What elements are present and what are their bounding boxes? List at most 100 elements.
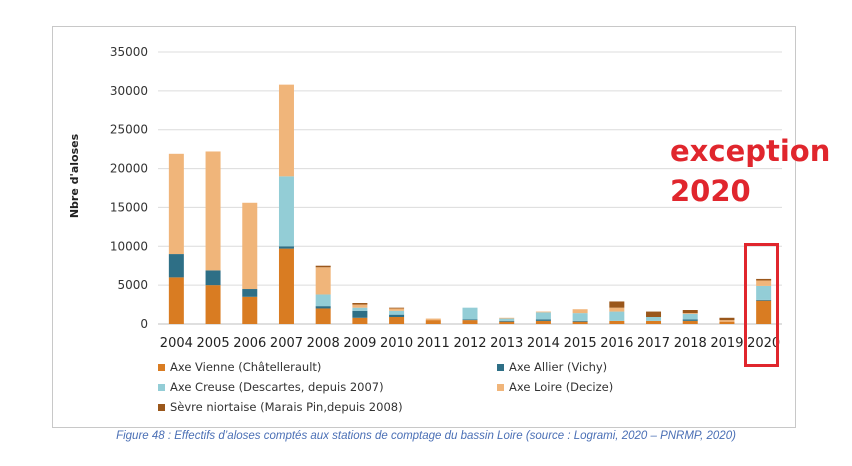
legend-item: Axe Vienne (Châtellerault) xyxy=(158,360,321,374)
bar-segment xyxy=(499,321,515,324)
legend-swatch xyxy=(497,383,504,391)
figure-caption: Figure 48 : Effectifs d’aloses comptés a… xyxy=(116,430,736,442)
bar-segment xyxy=(535,320,551,324)
legend-swatch xyxy=(158,403,165,411)
bar-segment xyxy=(389,308,405,311)
bar-segment xyxy=(499,320,515,322)
legend-swatch xyxy=(158,383,165,391)
bar-segment xyxy=(609,311,625,321)
bar-segment xyxy=(352,307,368,311)
bar-segment xyxy=(572,321,588,324)
x-tick-label: 2018 xyxy=(674,336,707,351)
bar-segment xyxy=(168,254,184,278)
legend-swatch xyxy=(497,363,504,371)
bar-segment xyxy=(646,320,662,324)
x-tick-label: 2006 xyxy=(233,336,266,351)
bar-segment xyxy=(682,320,698,324)
x-tick-label: 2011 xyxy=(417,336,450,351)
x-tick-label: 2015 xyxy=(564,336,597,351)
x-tick-label: 2008 xyxy=(307,336,340,351)
bar-segment xyxy=(242,296,258,324)
legend-label: Axe Vienne (Châtellerault) xyxy=(170,360,322,374)
bar-segment xyxy=(462,320,478,324)
bars xyxy=(168,84,772,324)
bar-segment xyxy=(425,318,441,321)
legend-label: Sèvre niortaise (Marais Pin,depuis 2008) xyxy=(170,400,403,414)
bar-segment xyxy=(352,303,368,305)
x-tick-label: 2020 xyxy=(747,336,780,351)
y-tick-label: 5000 xyxy=(117,278,148,292)
highlight-box-2020 xyxy=(744,243,779,367)
y-tick-label: 10000 xyxy=(110,239,148,253)
x-tick-label: 2017 xyxy=(637,336,670,351)
bar-segment xyxy=(168,153,184,255)
legend-item: Sèvre niortaise (Marais Pin,depuis 2008) xyxy=(158,400,403,414)
legend-item: Axe Allier (Vichy) xyxy=(497,360,607,374)
bar-segment xyxy=(205,270,221,286)
bar-segment xyxy=(499,318,515,321)
legend-item: Axe Loire (Decize) xyxy=(497,380,613,394)
bar-segment xyxy=(572,320,588,322)
x-tick-label: 2010 xyxy=(380,336,413,351)
legend-label: Axe Loire (Decize) xyxy=(509,380,614,394)
x-tick-label: 2014 xyxy=(527,336,560,351)
bar-segment xyxy=(425,320,441,324)
bar-segment xyxy=(756,299,772,301)
bar-segment xyxy=(646,317,662,321)
legend-label: Axe Allier (Vichy) xyxy=(509,360,608,374)
bar-segment xyxy=(315,267,331,295)
bar-segment xyxy=(756,300,772,324)
bar-segment xyxy=(462,307,478,320)
bar-segment xyxy=(682,310,698,314)
bar-segment xyxy=(315,265,331,268)
annotation-year: 2020 xyxy=(670,174,751,208)
bar-segment xyxy=(352,310,368,318)
bar-segment xyxy=(278,246,294,249)
y-tick-label: 15000 xyxy=(110,200,148,214)
grid-lines xyxy=(158,51,782,325)
legend-swatch xyxy=(158,363,165,371)
bar-segment xyxy=(315,308,331,324)
bar-segment xyxy=(609,307,625,312)
bar-segment xyxy=(278,248,294,324)
bar-segment xyxy=(205,151,221,271)
y-axis-label: Nbre d'aloses xyxy=(68,133,81,218)
x-tick-label: 2007 xyxy=(270,336,303,351)
bar-segment xyxy=(352,317,368,324)
bar-segment xyxy=(242,202,258,290)
bar-segment xyxy=(756,278,772,281)
bar-segment xyxy=(278,176,294,247)
y-tick-label: 30000 xyxy=(110,84,148,98)
bar-segment xyxy=(682,313,698,320)
bar-segment xyxy=(315,306,331,309)
x-tick-label: 2012 xyxy=(453,336,486,351)
bar-segment xyxy=(242,289,258,297)
bar-segment xyxy=(572,313,588,321)
bar-segment xyxy=(719,321,735,324)
bar-segment xyxy=(499,317,515,319)
bar-segment xyxy=(462,319,478,321)
bar-segment xyxy=(572,309,588,314)
bar-segment xyxy=(535,319,551,321)
bar-segment xyxy=(682,319,698,321)
bar-segment xyxy=(205,285,221,324)
annotation-exception: exception xyxy=(670,134,831,168)
bar-segment xyxy=(168,277,184,324)
bar-segment xyxy=(719,317,735,321)
bar-segment xyxy=(535,312,551,320)
bar-segment xyxy=(756,285,772,300)
bar-segment xyxy=(352,304,368,308)
bar-segment xyxy=(389,310,405,315)
bar-segment xyxy=(535,311,551,313)
bar-segment xyxy=(756,280,772,286)
x-tick-label: 2005 xyxy=(197,336,230,351)
y-tick-label: 25000 xyxy=(110,123,148,137)
legend-item: Axe Creuse (Descartes, depuis 2007) xyxy=(158,380,384,394)
x-tick-label: 2019 xyxy=(710,336,743,351)
y-tick-labels: 0 5000 10000 15000 20000 25000 30000 35000 xyxy=(110,45,148,331)
y-tick-label: 0 xyxy=(140,317,148,331)
bar-segment xyxy=(646,311,662,318)
bar-segment xyxy=(719,320,735,322)
y-tick-label: 35000 xyxy=(110,45,148,59)
